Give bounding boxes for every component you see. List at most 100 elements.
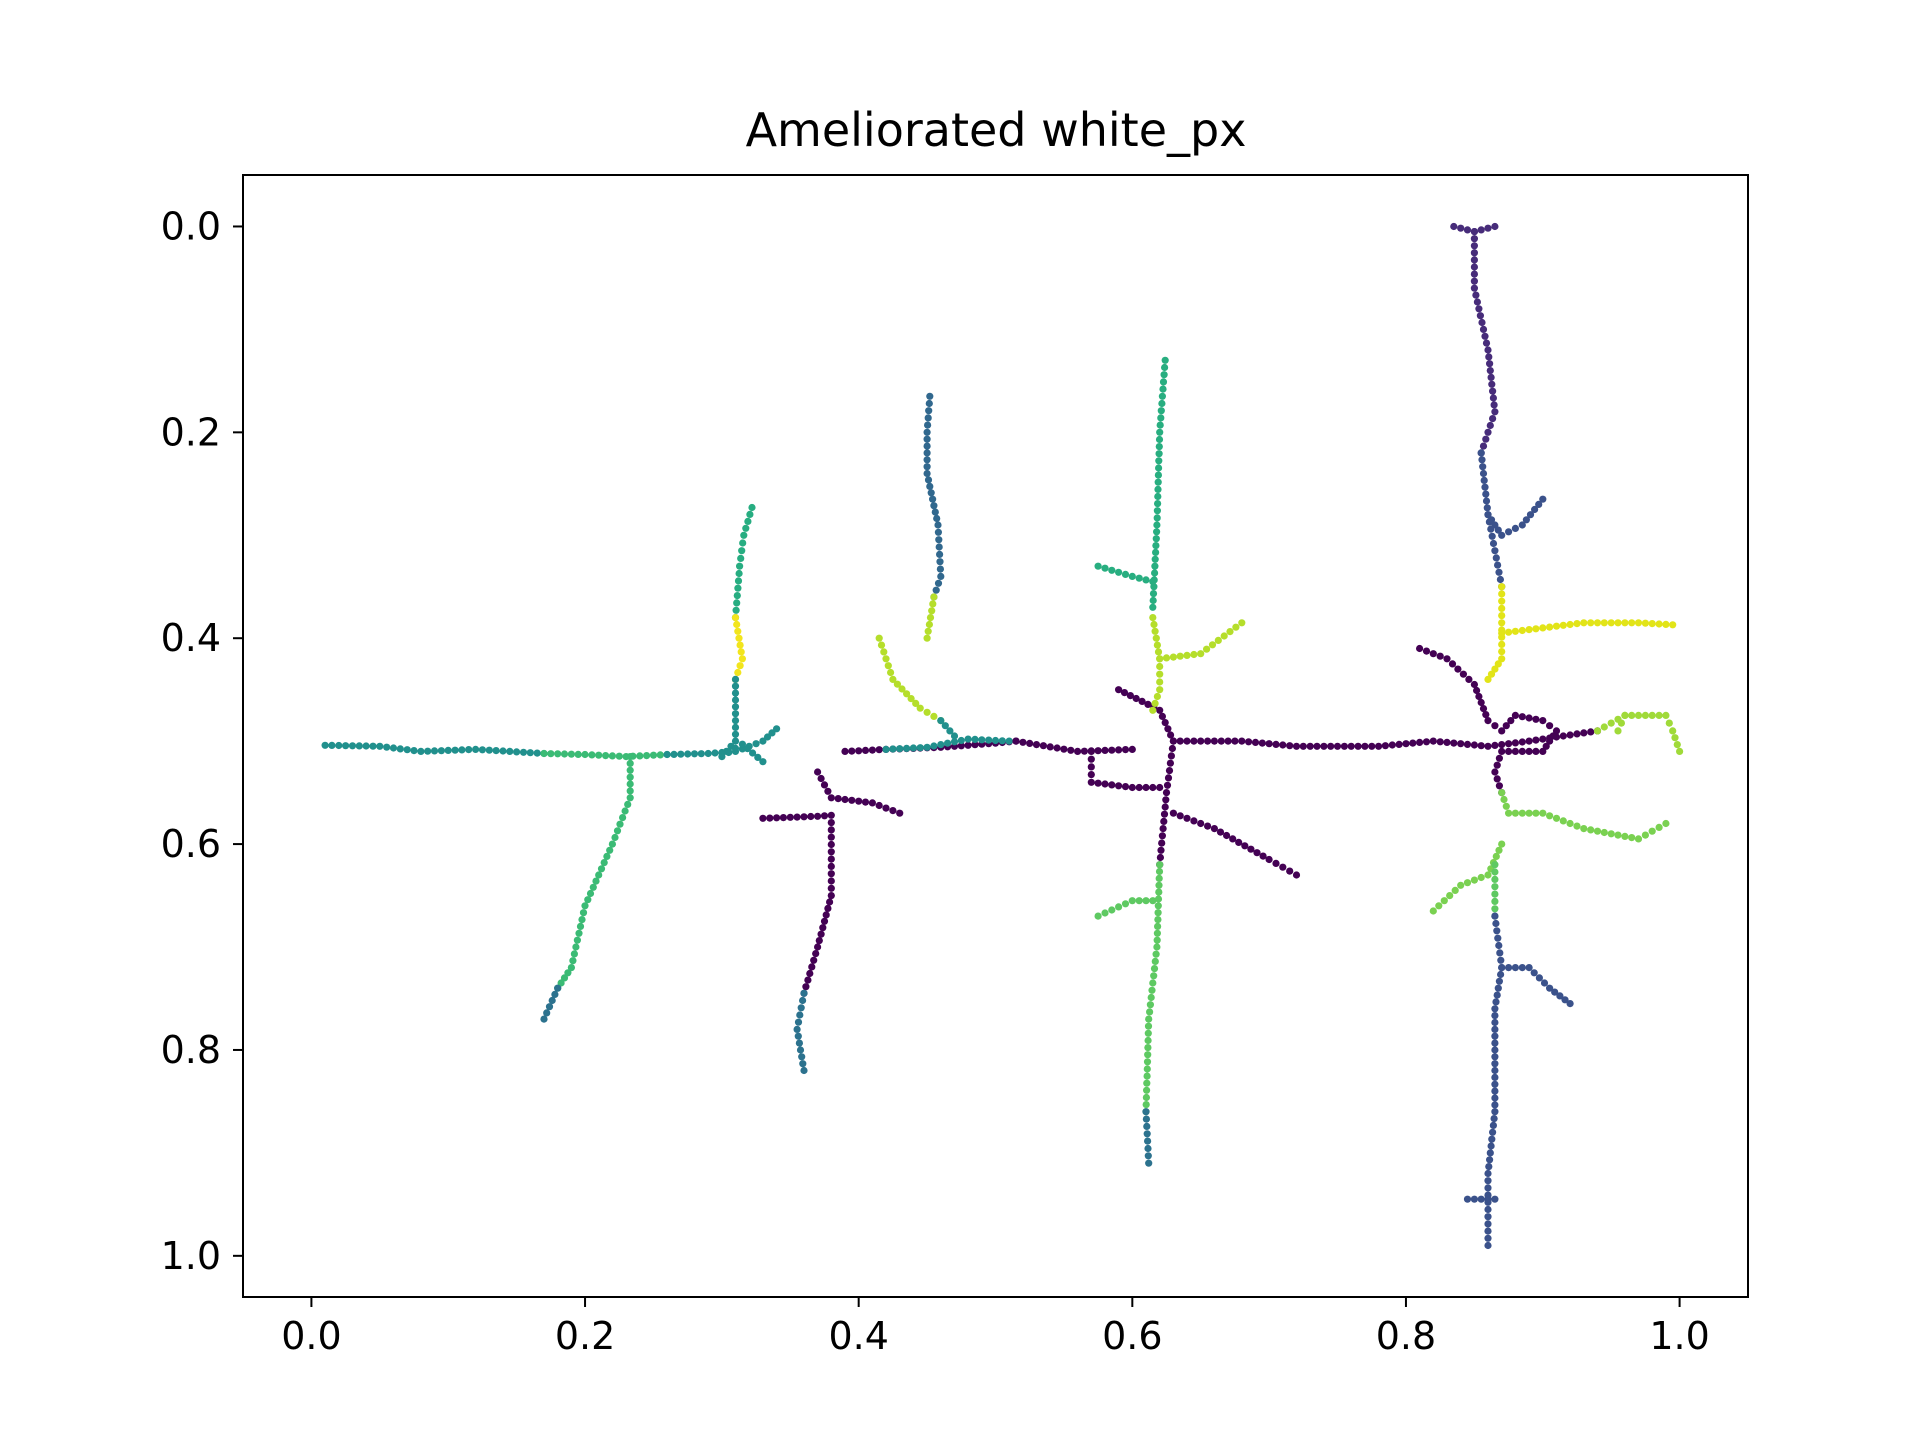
scatter-point <box>1552 727 1561 735</box>
scatter-point <box>1164 725 1172 733</box>
scatter-point <box>1121 783 1130 791</box>
scatter-point <box>1176 812 1184 820</box>
scatter-point <box>1532 625 1540 633</box>
scatter-point <box>1214 636 1222 645</box>
scatter-point <box>1546 722 1554 730</box>
scatter-point <box>1600 723 1608 731</box>
scatter-point <box>1470 256 1478 264</box>
scatter-point <box>796 1046 805 1054</box>
scatter-point <box>1484 428 1492 436</box>
scatter-point <box>827 811 835 819</box>
scatter-point <box>1210 825 1218 833</box>
scatter-point <box>930 502 938 510</box>
scatter-point <box>1149 614 1157 622</box>
scatter-point <box>794 1018 803 1026</box>
scatter-point <box>1484 1241 1492 1250</box>
scatter-point <box>799 996 807 1005</box>
scatter-point <box>410 747 418 755</box>
scatter-point <box>754 753 762 762</box>
scatter-point <box>1614 727 1622 735</box>
scatter-point <box>1155 874 1163 883</box>
scatter-point <box>1108 906 1116 914</box>
scatter-point <box>820 917 829 925</box>
scatter-point <box>1217 737 1225 745</box>
scatter-point <box>1477 1195 1485 1203</box>
scatter-point <box>1135 783 1143 792</box>
scatter-point <box>1253 849 1261 857</box>
scatter-point <box>971 735 979 744</box>
scatter-point <box>1495 754 1503 762</box>
scatter-point <box>933 514 941 523</box>
scatter-point <box>925 407 933 415</box>
scatter-point <box>540 1015 548 1023</box>
scatter-point <box>613 827 622 835</box>
scatter-point <box>1480 476 1488 484</box>
scatter-point <box>827 826 835 834</box>
scatter-point <box>1429 650 1437 658</box>
scatter-point <box>768 729 776 737</box>
scatter-point <box>1142 1108 1150 1116</box>
scatter-point <box>1655 711 1663 720</box>
scatter-point <box>1155 464 1163 472</box>
scatter-point <box>1498 590 1506 598</box>
scatter-point <box>1494 934 1502 942</box>
scatter-point <box>1498 964 1506 972</box>
scatter-point <box>1238 619 1246 627</box>
scatter-point <box>1491 741 1499 750</box>
scatter-point <box>1477 698 1485 707</box>
scatter-point <box>1416 644 1424 653</box>
scatter-point <box>1067 746 1075 754</box>
scatter-point <box>793 813 801 821</box>
scatter-point <box>1498 741 1506 749</box>
scatter-point <box>1448 660 1457 668</box>
scatter-point <box>1094 779 1102 787</box>
scatter-point <box>1429 907 1437 915</box>
scatter-point <box>1526 511 1535 519</box>
scatter-point <box>1593 619 1602 627</box>
scatter-point <box>1087 771 1095 779</box>
scatter-point <box>998 737 1006 745</box>
scatter-point <box>1498 612 1506 620</box>
scatter-point <box>1157 414 1165 422</box>
scatter-point <box>1440 897 1448 905</box>
scatter-point <box>759 737 767 745</box>
scatter-point <box>1566 620 1574 629</box>
scatter-point <box>437 747 445 755</box>
scatter-point <box>1628 711 1636 720</box>
scatter-point <box>929 495 937 503</box>
scatter-point <box>1162 654 1171 662</box>
scatter-point <box>560 750 569 758</box>
scatter-point <box>697 750 705 758</box>
scatter-point <box>1154 895 1163 903</box>
scatter-point <box>575 929 583 937</box>
scatter-point <box>1463 740 1472 749</box>
scatter-point <box>1495 568 1503 576</box>
scatter-point <box>1600 828 1608 837</box>
scatter-point <box>795 1039 804 1047</box>
scatter-point <box>579 909 588 917</box>
scatter-point <box>1559 732 1567 740</box>
scatter-point <box>1484 511 1492 519</box>
scatter-point <box>543 1009 551 1017</box>
scatter-point <box>926 392 934 400</box>
scatter-point <box>1094 562 1102 570</box>
scatter-point <box>1241 842 1249 850</box>
scatter-point <box>1153 929 1161 937</box>
scatter-point <box>817 930 825 938</box>
scatter-point <box>827 794 835 802</box>
scatter-point <box>1156 783 1164 792</box>
y-tick-label: 0.8 <box>161 1028 221 1072</box>
scatter-point <box>1492 852 1500 861</box>
scatter-point <box>923 442 931 450</box>
scatter-point <box>1482 435 1490 443</box>
scatter-point <box>1502 722 1510 730</box>
scatter-point <box>1470 876 1478 884</box>
scatter-point <box>430 747 439 755</box>
scatter-point <box>677 750 685 758</box>
scatter-segment <box>1463 1195 1499 1203</box>
scatter-point <box>1132 694 1140 703</box>
scatter-point <box>444 746 452 755</box>
scatter-point <box>1525 809 1533 817</box>
scatter-point <box>458 746 466 754</box>
scatter-point <box>827 884 835 892</box>
